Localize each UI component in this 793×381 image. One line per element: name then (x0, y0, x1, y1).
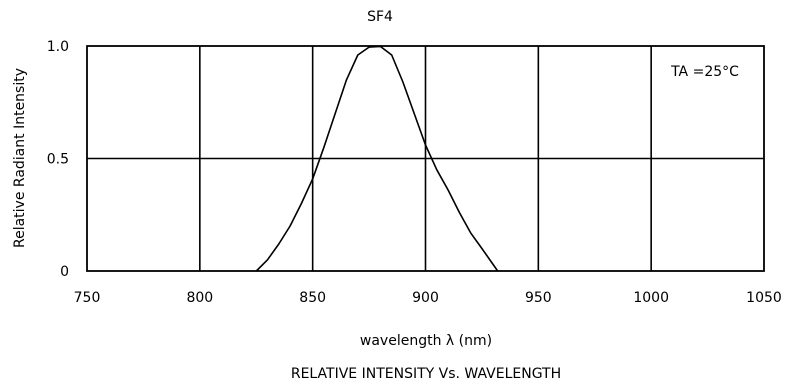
x-axis-label: wavelength λ (nm) (360, 333, 492, 349)
x-tick-label: 900 (412, 290, 439, 306)
chart-title: SF4 (367, 9, 393, 25)
x-tick-label: 850 (299, 290, 326, 306)
y-tick-label: 0.5 (47, 152, 69, 168)
x-tick-label: 1050 (746, 290, 782, 306)
x-tick-labels: 750 800 850 900 950 1000 1050 (74, 290, 782, 306)
temperature-annotation: TA =25°C (670, 64, 739, 80)
y-tick-label: 0 (60, 264, 69, 280)
y-axis-label: Relative Radiant Intensity (12, 68, 28, 248)
y-tick-labels: 0 0.5 1.0 (47, 39, 69, 280)
x-tick-label: 1000 (633, 290, 669, 306)
x-tick-label: 950 (525, 290, 552, 306)
grid-lines (87, 46, 764, 271)
y-tick-label: 1.0 (47, 39, 69, 55)
chart-caption: RELATIVE INTENSITY Vs. WAVELENGTH (291, 366, 561, 381)
x-tick-label: 750 (74, 290, 101, 306)
intensity-curve (255, 45, 499, 272)
data-series (255, 45, 499, 272)
x-tick-label: 800 (186, 290, 213, 306)
plot-frame (86, 45, 765, 272)
